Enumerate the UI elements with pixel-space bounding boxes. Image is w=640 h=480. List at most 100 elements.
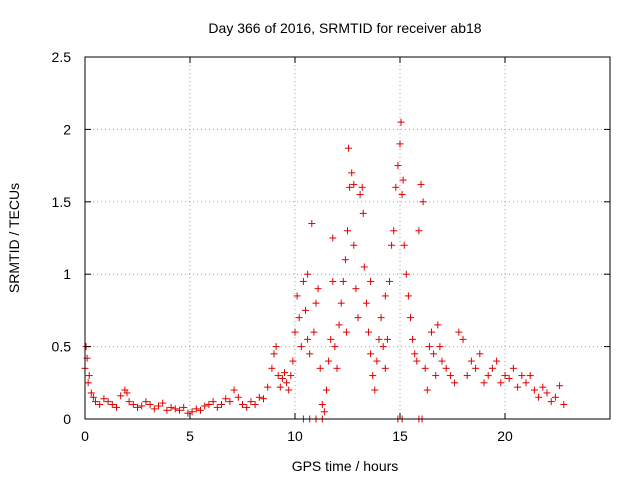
data-point — [108, 401, 116, 409]
data-point — [129, 401, 137, 409]
data-point — [125, 398, 133, 406]
data-point — [325, 357, 333, 365]
data-point — [375, 335, 383, 343]
data-point — [314, 285, 322, 293]
data-point — [209, 398, 217, 406]
y-tick-label: 0 — [63, 411, 71, 427]
data-point — [289, 357, 297, 365]
data-point — [373, 357, 381, 365]
data-point — [360, 263, 368, 271]
data-point — [218, 401, 225, 409]
data-point — [323, 386, 330, 394]
data-point — [417, 180, 425, 188]
data-point — [299, 277, 307, 285]
data-point — [434, 321, 442, 329]
data-point — [411, 350, 419, 358]
data-point — [333, 364, 341, 372]
data-point — [344, 227, 351, 235]
data-point — [293, 292, 301, 300]
data-point — [87, 389, 95, 397]
data-point — [436, 343, 444, 351]
data-point — [419, 198, 427, 206]
data-point — [367, 277, 375, 285]
data-point — [142, 398, 150, 406]
data-point — [497, 379, 505, 387]
data-point — [514, 383, 522, 391]
data-point — [295, 314, 303, 322]
data-point — [359, 209, 367, 217]
y-tick-label: 2.5 — [52, 49, 72, 65]
data-point — [388, 241, 396, 249]
data-point — [283, 379, 291, 387]
data-point — [272, 343, 280, 351]
data-point — [526, 372, 534, 380]
data-point — [96, 401, 104, 409]
data-point — [409, 335, 417, 343]
data-point — [316, 364, 324, 372]
data-point — [341, 256, 349, 264]
data-point — [396, 140, 404, 148]
data-point — [329, 277, 337, 285]
y-axis-label: SRMTID / TECUs — [6, 183, 22, 293]
data-point — [383, 335, 391, 343]
data-point — [92, 398, 99, 406]
data-point — [352, 285, 360, 293]
data-point — [398, 191, 406, 199]
data-point — [348, 169, 356, 177]
data-point — [488, 364, 496, 372]
data-point — [402, 270, 410, 278]
data-point — [205, 401, 213, 409]
data-point — [270, 350, 278, 358]
data-point — [306, 350, 314, 358]
data-point — [291, 328, 299, 336]
data-point — [467, 357, 475, 365]
data-point — [430, 350, 438, 358]
data-point — [354, 314, 362, 322]
data-point — [287, 372, 295, 380]
data-point — [243, 403, 251, 411]
data-point — [276, 383, 284, 391]
data-point — [371, 386, 379, 394]
data-point — [318, 401, 326, 409]
data-point — [138, 402, 146, 410]
x-tick-label: 5 — [186, 428, 194, 444]
data-point — [421, 364, 429, 372]
data-point — [551, 393, 559, 401]
data-point — [274, 372, 282, 380]
axis-ticks: 0 0.5 1 1.5 2 2.5 0 5 10 15 20 — [52, 49, 610, 444]
data-point — [442, 364, 450, 372]
data-point — [222, 395, 230, 403]
data-point — [472, 364, 480, 372]
data-point — [455, 328, 463, 336]
data-point — [404, 292, 412, 300]
data-point — [543, 389, 551, 397]
data-point — [392, 183, 400, 191]
data-point — [117, 392, 125, 400]
data-point — [350, 241, 358, 249]
data-point — [413, 357, 421, 365]
x-tick-label: 20 — [497, 428, 513, 444]
x-tick-label: 0 — [81, 428, 89, 444]
data-point — [163, 406, 171, 414]
data-point — [285, 386, 293, 394]
data-point — [234, 393, 242, 401]
data-point — [278, 374, 286, 382]
data-point — [547, 398, 555, 406]
data-point — [339, 277, 347, 285]
data-point — [379, 343, 387, 351]
data-point — [104, 398, 112, 406]
data-point — [484, 372, 492, 380]
data-point — [264, 383, 272, 391]
data-point — [432, 372, 440, 380]
data-point — [331, 343, 339, 351]
data-point — [155, 402, 162, 410]
data-point — [428, 328, 435, 336]
data-point — [171, 405, 179, 413]
data-point — [281, 369, 288, 377]
chart-title: Day 366 of 2016, SRMTID for receiver ab1… — [208, 20, 481, 36]
data-point — [84, 379, 92, 387]
data-point — [350, 180, 358, 188]
data-point — [530, 386, 538, 394]
data-point — [100, 395, 108, 403]
